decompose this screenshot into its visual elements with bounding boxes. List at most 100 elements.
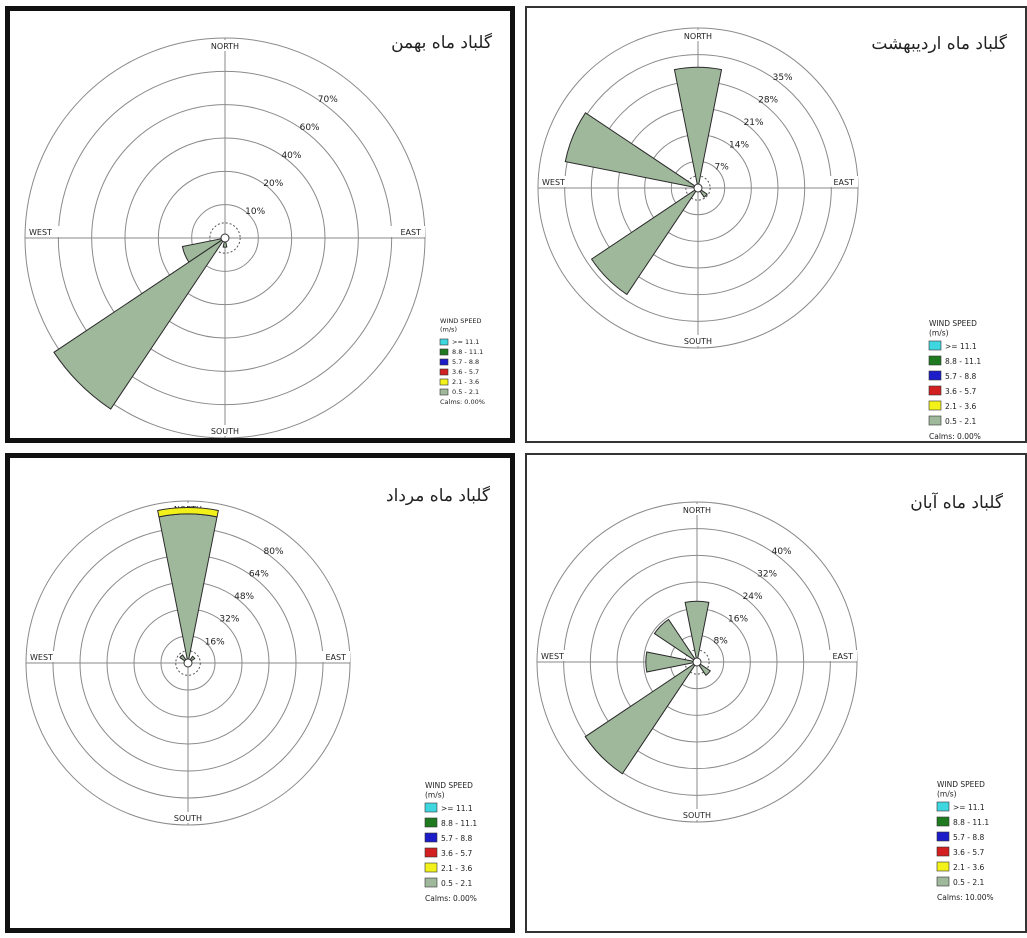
legend-swatch [439,338,449,346]
wind-rose-panel-ordibehesht: 7% 14% 21% 28% 35% NORTH SOUTH WEST EAST WIND SPE… [525,6,1027,443]
legend-swatch [424,832,438,843]
direction-label-bg [540,176,578,187]
legend-unit: (m/s) [425,791,445,800]
direction-label-bg [819,650,857,661]
ring-label: 35% [773,73,793,83]
legend-swatch [439,388,449,396]
ring-label: 32% [757,570,777,580]
ring-label: 80% [264,547,284,557]
legend-swatch [928,370,942,381]
legend-label: 3.6 - 5.7 [953,848,985,857]
ring-label: 21% [744,118,764,128]
legend-label: >= 11.1 [452,338,479,346]
legend-swatch [439,348,449,356]
east-label: EAST [833,652,854,661]
ring-label: 24% [743,592,763,602]
legend-label: 0.5 - 2.1 [452,388,479,396]
wind-sector-sw [584,663,696,775]
ring-label: 7% [715,163,730,173]
wind-sector-s [222,241,228,248]
direction-label-bg [28,651,66,662]
north-label: NORTH [684,32,712,41]
legend-swatch [928,415,942,426]
ring-label: 16% [205,637,225,647]
legend-label: 2.1 - 3.6 [953,863,985,872]
legend-label: 3.6 - 5.7 [452,368,479,376]
direction-label-bg [205,40,243,51]
legend-label: 5.7 - 8.8 [953,833,985,842]
west-label: WEST [30,653,53,662]
south-label: SOUTH [684,337,712,346]
legend-swatch [424,847,438,858]
legend-swatch [936,816,950,827]
south-label: SOUTH [683,811,711,820]
north-label: NORTH [211,42,239,51]
legend-label: 5.7 - 8.8 [441,834,473,843]
south-label: SOUTH [174,814,202,823]
legend-label: 8.8 - 11.1 [945,357,981,366]
chart-title: گلباد ماه آبان [910,493,1003,513]
wind-rose-chart-aban: 8% 16% 24% 32% 40% NORTH SOUTH WEST EAST WIND SPE… [536,501,994,902]
legend-swatch [928,355,942,366]
ring-label: 28% [758,96,778,106]
legend-label: 5.7 - 8.8 [945,372,977,381]
legend-swatch [424,802,438,813]
legend-swatch [928,385,942,396]
legend-label: 8.8 - 11.1 [441,819,477,828]
wind-rose-panel-bahman: 10% 20% 40% 60% 70% NORTH SOUTH WEST EAST WIND SP… [5,6,515,443]
legend-title: WIND SPEED [929,319,977,328]
legend-label: 8.8 - 11.1 [953,818,989,827]
legend-swatch [424,817,438,828]
wind-sector-se [698,663,711,676]
wind-sector-sw [53,239,224,410]
ring-label: 10% [245,207,265,217]
wind-rose-panel-aban: 8% 16% 24% 32% 40% NORTH SOUTH WEST EAST WIND SPE… [525,453,1027,933]
legend-label: 0.5 - 2.1 [441,879,473,888]
legend-label: >= 11.1 [953,803,985,812]
center-point [693,183,703,193]
legend-title: WIND SPEED [937,780,985,789]
wind-sector-band-n [157,506,219,518]
legend-swatch [928,340,942,351]
legend-label: >= 11.1 [945,342,977,351]
north-label: NORTH [683,506,711,515]
legend-label: 2.1 - 3.6 [441,864,473,873]
west-label: WEST [542,178,565,187]
direction-label-bg [677,504,715,515]
legend-label: 2.1 - 3.6 [945,402,977,411]
ring-label: 40% [281,151,301,161]
ring-label: 32% [219,615,239,625]
wind-rose-chart-bahman: 10% 20% 40% 60% 70% NORTH SOUTH WEST EAST WIND SP… [24,37,485,438]
legend-label: 0.5 - 2.1 [945,417,977,426]
center-point [220,233,230,243]
legend-unit: (m/s) [929,329,949,338]
ring-label: 48% [234,592,254,602]
direction-label-bg [677,809,715,820]
east-label: EAST [401,228,422,237]
wind-sector-nw [653,618,696,661]
legend-label: 5.7 - 8.8 [452,358,479,366]
south-label: SOUTH [211,427,239,436]
direction-label-bg [539,650,577,661]
east-label: EAST [326,653,347,662]
legend-swatch [928,400,942,411]
ring-label: 60% [300,123,320,133]
ring-label: 14% [729,140,749,150]
legend-swatch [439,378,449,386]
legend-swatch [936,801,950,812]
legend-label: >= 11.1 [441,804,473,813]
ring-label: 16% [728,614,748,624]
direction-label-bg [387,226,425,237]
direction-label-bg [820,176,858,187]
legend-swatch [424,862,438,873]
legend-swatch [936,876,950,887]
legend-label: 8.8 - 11.1 [452,348,483,356]
ring-label: 40% [772,547,792,557]
ring-label: 8% [714,637,729,647]
ring-label: 70% [318,95,338,105]
legend-unit: (m/s) [440,326,457,334]
legend-swatch [936,831,950,842]
legend-unit: (m/s) [937,790,957,799]
west-label: WEST [541,652,564,661]
